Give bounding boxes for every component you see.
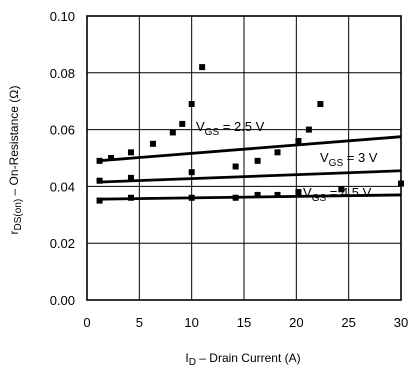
data-point-series-2	[232, 194, 239, 201]
series-label-vgs-3: VGS = 3 V	[320, 150, 378, 169]
y-tick-label: 0.04	[50, 179, 75, 194]
y-axis-title: rDS(on) – On-Resistance (Ω)	[7, 86, 24, 235]
data-point-series-0	[295, 137, 302, 144]
y-tick-label: 0.08	[50, 66, 75, 81]
data-point-series-0	[96, 157, 103, 164]
data-point-series-2	[127, 194, 134, 201]
data-point-series-0	[188, 101, 195, 108]
data-point-series-1	[338, 186, 345, 193]
series-label-vgs-2.5: VGS = 2.5 V	[196, 119, 265, 138]
data-point-series-0	[317, 101, 324, 108]
x-tick-label: 0	[83, 315, 90, 330]
data-point-series-2	[96, 197, 103, 204]
data-point-series-2	[254, 191, 261, 198]
data-point-series-0	[179, 120, 186, 127]
y-tick-label: 0.02	[50, 236, 75, 251]
x-axis-title: ID – Drain Current (A)	[185, 351, 300, 368]
x-tick-label: 30	[394, 315, 408, 330]
data-point-series-1	[188, 169, 195, 176]
x-tick-label: 25	[341, 315, 355, 330]
fit-line-series-0	[97, 135, 402, 163]
y-tick-labels: 0.00 0.02 0.04 0.06 0.08 0.10	[50, 9, 75, 308]
data-point-series-2	[295, 189, 302, 196]
fit-line-series-1	[97, 169, 402, 184]
y-tick-label: 0.00	[50, 293, 75, 308]
data-point-series-0	[108, 155, 115, 161]
data-point-series-0	[274, 149, 281, 156]
data-point-series-0	[199, 64, 206, 71]
y-tick-label: 0.10	[50, 9, 75, 24]
x-tick-label: 20	[289, 315, 303, 330]
data-point-series-1	[127, 174, 134, 181]
data-point-series-0	[232, 163, 239, 170]
data-point-series-0	[127, 149, 134, 156]
plot-frame	[86, 15, 402, 301]
fit-line-series-2	[97, 193, 402, 201]
data-point-series-0	[254, 157, 261, 164]
x-tick-label: 10	[184, 315, 198, 330]
data-point-series-1	[96, 177, 103, 184]
series-label-vgs-4.5: VGS = 4.5 V	[303, 185, 372, 204]
y-tick-label: 0.06	[50, 123, 75, 138]
data-point-series-2	[188, 194, 195, 201]
data-points	[96, 64, 404, 204]
fit-lines	[97, 135, 402, 201]
x-tick-label: 5	[136, 315, 143, 330]
x-tick-labels: 0 5 10 15 20 25 30	[83, 315, 408, 330]
data-point-series-0	[169, 129, 176, 136]
data-point-series-2	[274, 191, 281, 198]
data-point-series-0	[305, 126, 312, 133]
x-tick-label: 15	[237, 315, 251, 330]
data-point-series-0	[149, 140, 156, 147]
